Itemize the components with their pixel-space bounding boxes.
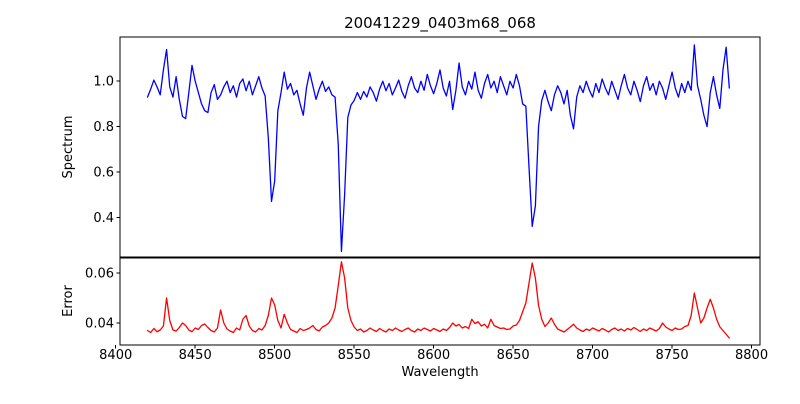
error-y-tick-label: 0.04 (85, 317, 114, 332)
spectrum-y-tick-label: 0.4 (93, 211, 114, 226)
error-line (146, 261, 730, 339)
x-tick-label: 8400 (99, 348, 132, 363)
spectrum-y-tick-label: 0.6 (93, 165, 114, 180)
x-tick-label: 8650 (497, 348, 530, 363)
x-axis-label: Wavelength (401, 365, 478, 380)
x-tick-label: 8550 (338, 348, 371, 363)
ticks-layer: 8400 8450 8500 8550 8600 8650 8700 8750 8800 0.4 0… (85, 75, 768, 363)
x-tick-label: 8800 (735, 348, 768, 363)
error-y-tick-label: 0.06 (85, 267, 114, 282)
chart-title: 20041229_0403m68_068 (344, 14, 536, 33)
x-tick-label: 8600 (417, 348, 450, 363)
x-tick-label: 8500 (258, 348, 291, 363)
spectrum-y-tick-label: 0.8 (93, 120, 114, 135)
error-axes-frame (119, 257, 761, 346)
spectrum-axes-frame (119, 36, 761, 258)
spectrum-y-axis-label: Spectrum (61, 116, 76, 179)
spectrum-y-tick-label: 1.0 (93, 75, 114, 90)
x-tick-label: 8700 (576, 348, 609, 363)
x-tick-label: 8750 (656, 348, 689, 363)
x-tick-label: 8450 (179, 348, 212, 363)
error-y-axis-label: Error (61, 285, 76, 317)
spectrum-line (146, 44, 730, 252)
